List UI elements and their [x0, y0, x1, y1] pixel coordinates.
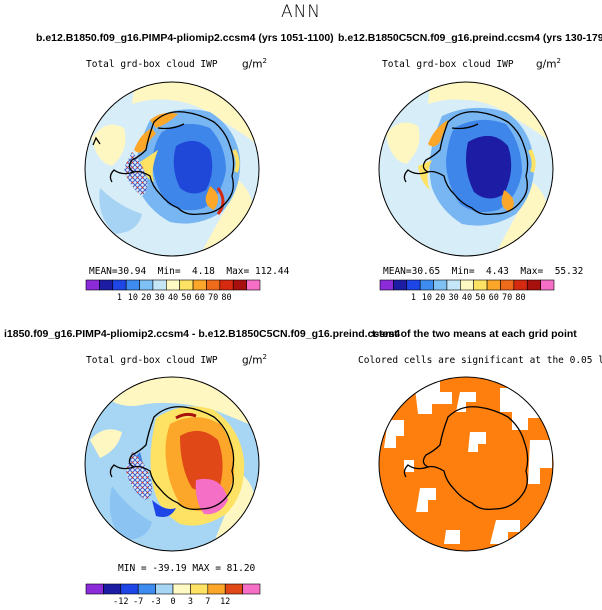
colorbar-cell [379, 279, 394, 291]
colorbar-cell [486, 279, 501, 291]
colorbar-cell [152, 279, 167, 291]
colorbar-tick-label: -12 [113, 597, 128, 607]
panel3-variable: Total grd-box cloud IWP [86, 355, 218, 366]
colorbar-cell [473, 279, 488, 291]
colorbar-cell [112, 279, 127, 291]
colorbar-cell [155, 583, 174, 595]
colorbar-tick-label: 10 [128, 293, 138, 303]
colorbar-cell [393, 279, 408, 291]
colorbar-cell [120, 583, 139, 595]
colorbar-cell [246, 279, 261, 291]
colorbar-tick-label: 20 [435, 293, 445, 303]
colorbar-tick-label: 70 [208, 293, 218, 303]
colorbar-tick-label: 1 [117, 293, 122, 303]
colorbar-cell [207, 583, 226, 595]
panel1-map [85, 82, 259, 256]
panel2-units: g/m2 [536, 57, 561, 71]
panel4-coastline [403, 406, 529, 511]
panel1-stats: MEAN=30.94 Min= 4.18 Max= 112.44 [89, 266, 290, 277]
panel3-stats: MIN = -39.19 MAX = 81.20 [118, 563, 256, 574]
colorbar-tick-label: 60 [195, 293, 205, 303]
panel2-stats: MEAN=30.65 Min= 4.43 Max= 55.32 [383, 266, 584, 277]
colorbar-cell [166, 279, 180, 291]
colorbar-tick-label: 0 [170, 597, 175, 607]
colorbar-tick-label: 20 [141, 293, 151, 303]
colorbar-cell [125, 279, 140, 291]
colorbar-cell [172, 583, 191, 595]
colorbar-cell [85, 279, 100, 291]
colorbar-tick-label: 40 [168, 293, 178, 303]
panel1-variable: Total grd-box cloud IWP [86, 59, 218, 70]
colorbar-tick-label: 80 [221, 293, 231, 303]
panel3-case-title: i1850.f09_g16.PIMP4-pliomip2.ccsm4 - b.e… [4, 328, 401, 340]
colorbar-cell [446, 279, 461, 291]
colorbar-cell [433, 279, 448, 291]
colorbar-tick-label: 40 [462, 293, 472, 303]
panel2-case-title: b.e12.B1850C5CN.f09_g16.preind.ccsm4 (yr… [338, 32, 602, 44]
panel3-map [85, 377, 259, 551]
colorbar-cell [179, 279, 194, 291]
colorbar-tick-label: 30 [448, 293, 458, 303]
colorbar-tick-label: 1 [411, 293, 416, 303]
panel1-colorbar: 1 10 20 30 40 50 60 70 80 [85, 279, 261, 303]
panel4-map [379, 377, 553, 551]
colorbar-tick-label: -3 [150, 597, 160, 607]
colorbar-tick-label: -7 [133, 597, 143, 607]
panel3-colorbar: -12 -7 -3 0 3 7 12 [85, 583, 261, 607]
colorbar-tick-label: 12 [220, 597, 230, 607]
panel4-case-title: t-test of the two means at each grid poi… [372, 328, 577, 340]
colorbar-tick-label: 50 [475, 293, 485, 303]
panel2-colorbar: 1 10 20 30 40 50 60 70 80 [379, 279, 555, 303]
colorbar-tick-label: 3 [188, 597, 193, 607]
panel1-case-title: b.e12.B1850.f09_g16.PIMP4-pliomip2.ccsm4… [36, 32, 334, 44]
colorbar-cell [99, 279, 114, 291]
colorbar-cell [103, 583, 122, 595]
panel3-coastline [109, 406, 235, 511]
panel4-note: Colored cells are significant at the 0.0… [358, 355, 602, 366]
colorbar-cell [526, 279, 541, 291]
colorbar-tick-label: 80 [515, 293, 525, 303]
colorbar-cell [540, 279, 555, 291]
panel1-units: g/m2 [242, 57, 267, 71]
colorbar-tick-label: 10 [422, 293, 432, 303]
colorbar-cell [500, 279, 515, 291]
colorbar-tick-label: 7 [205, 597, 210, 607]
colorbar-cell [513, 279, 528, 291]
colorbar-tick-label: 30 [154, 293, 164, 303]
colorbar-cell [224, 583, 243, 595]
panel2-map [379, 82, 553, 256]
colorbar-tick-label: 60 [489, 293, 499, 303]
colorbar-cell [206, 279, 221, 291]
colorbar-tick-label: 50 [181, 293, 191, 303]
colorbar-cell [85, 583, 104, 595]
colorbar-cell [219, 279, 234, 291]
panel2-coastline [403, 111, 529, 216]
colorbar-cell [460, 279, 474, 291]
colorbar-cell [419, 279, 434, 291]
colorbar-cell [190, 583, 209, 595]
panel1-coastline [92, 111, 235, 216]
colorbar-cell [232, 279, 247, 291]
panel3-units: g/m2 [242, 353, 267, 367]
panel2-variable: Total grd-box cloud IWP [382, 59, 514, 70]
colorbar-tick-label: 70 [502, 293, 512, 303]
colorbar-cell [192, 279, 207, 291]
colorbar-cell [242, 583, 261, 595]
figure-title: ANN [280, 2, 322, 22]
colorbar-cell [137, 583, 156, 595]
colorbar-cell [139, 279, 154, 291]
colorbar-cell [406, 279, 421, 291]
